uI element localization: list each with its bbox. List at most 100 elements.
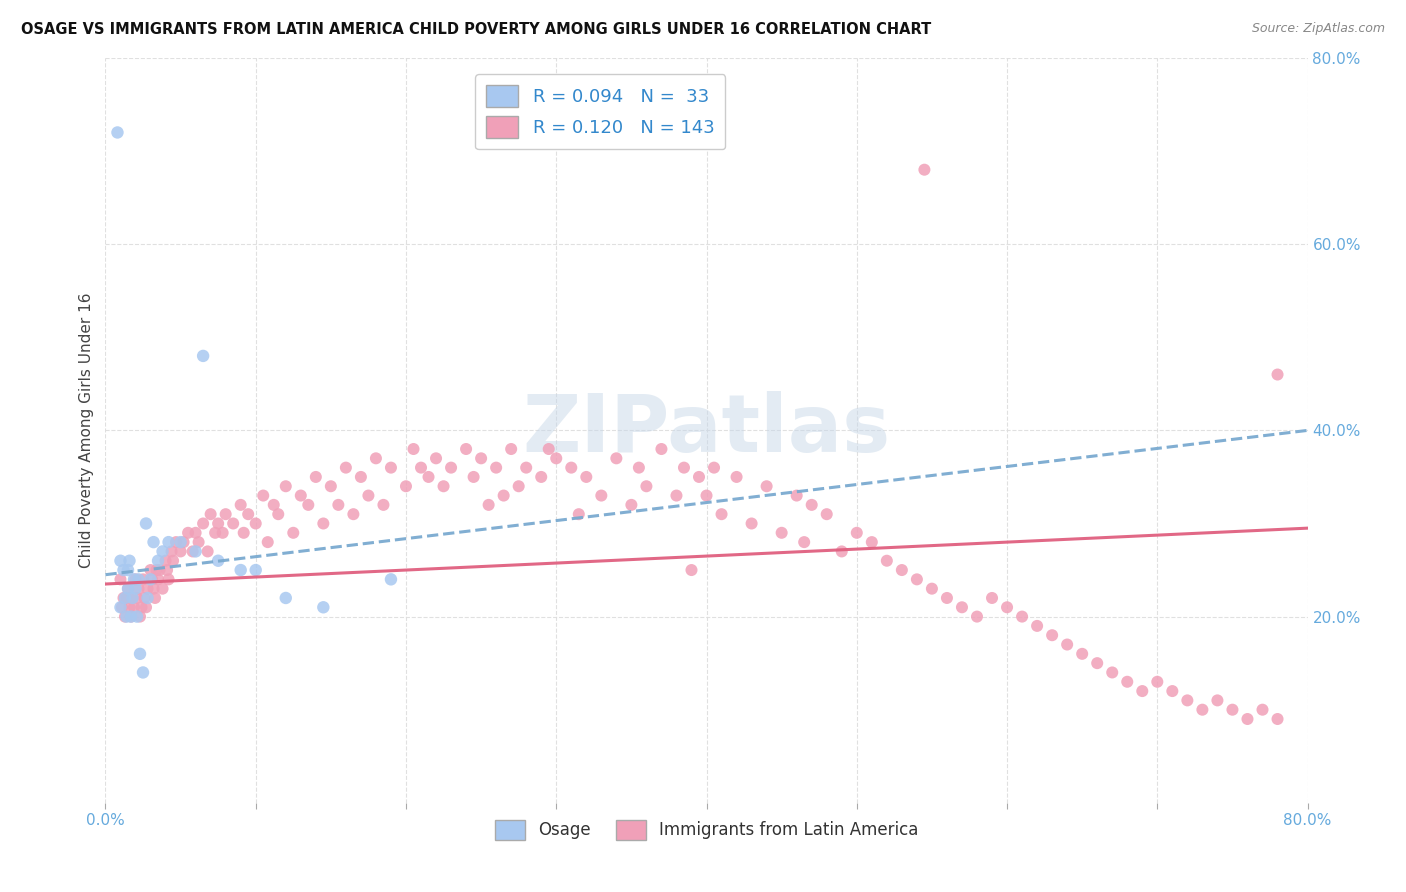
Point [122, 600, 145, 615]
Point [152, 582, 174, 596]
Point [425, 451, 447, 466]
Point [132, 573, 155, 587]
Point [191, 349, 214, 363]
Point [148, 563, 170, 577]
Point [515, 460, 537, 475]
Point [214, 507, 236, 521]
Point [1267, 368, 1289, 382]
Point [440, 460, 463, 475]
Point [145, 563, 167, 577]
Point [770, 525, 793, 540]
Point [470, 451, 492, 466]
Point [181, 544, 204, 558]
Point [1175, 693, 1198, 707]
Point [1085, 656, 1108, 670]
Point [124, 573, 146, 587]
Point [501, 442, 523, 456]
Point [128, 573, 150, 587]
Point [530, 470, 553, 484]
Point [139, 573, 162, 587]
Point [1101, 665, 1123, 680]
Point [136, 591, 159, 605]
Point [364, 451, 387, 466]
Point [245, 563, 267, 577]
Point [672, 460, 695, 475]
Point [256, 535, 278, 549]
Point [373, 498, 395, 512]
Point [1161, 684, 1184, 698]
Point [157, 535, 180, 549]
Point [1222, 703, 1244, 717]
Point [267, 507, 290, 521]
Point [1040, 628, 1063, 642]
Point [357, 489, 380, 503]
Point [605, 451, 627, 466]
Point [1071, 647, 1094, 661]
Point [1130, 684, 1153, 698]
Point [537, 442, 560, 456]
Point [118, 600, 141, 615]
Point [815, 507, 838, 521]
Point [1206, 693, 1229, 707]
Point [650, 442, 672, 456]
Point [197, 544, 219, 558]
Point [107, 126, 129, 140]
Point [432, 479, 454, 493]
Point [131, 600, 153, 615]
Point [912, 162, 935, 177]
Point [129, 647, 152, 661]
Point [981, 591, 1004, 605]
Point [136, 582, 159, 596]
Point [1251, 703, 1274, 717]
Point [132, 665, 155, 680]
Point [283, 525, 305, 540]
Point [546, 451, 568, 466]
Point [1026, 619, 1049, 633]
Point [110, 600, 132, 615]
Point [831, 544, 853, 558]
Point [165, 535, 187, 549]
Point [591, 489, 613, 503]
Point [117, 563, 139, 577]
Point [620, 498, 643, 512]
Point [1056, 638, 1078, 652]
Point [876, 554, 898, 568]
Point [725, 470, 748, 484]
Point [115, 609, 138, 624]
Point [312, 600, 335, 615]
Point [418, 470, 440, 484]
Point [204, 525, 226, 540]
Point [305, 470, 328, 484]
Point [114, 591, 136, 605]
Point [335, 460, 357, 475]
Point [122, 573, 145, 587]
Point [845, 525, 868, 540]
Point [142, 582, 165, 596]
Point [350, 470, 373, 484]
Point [681, 563, 703, 577]
Point [696, 489, 718, 503]
Point [627, 460, 650, 475]
Point [492, 489, 515, 503]
Text: Source: ZipAtlas.com: Source: ZipAtlas.com [1251, 22, 1385, 36]
Point [508, 479, 530, 493]
Point [229, 563, 252, 577]
Point [229, 498, 252, 512]
Point [890, 563, 912, 577]
Point [200, 507, 222, 521]
Point [575, 470, 598, 484]
Point [111, 600, 134, 615]
Point [117, 582, 139, 596]
Point [454, 442, 477, 456]
Point [688, 470, 710, 484]
Point [177, 525, 200, 540]
Point [110, 554, 132, 568]
Point [184, 525, 207, 540]
Point [1191, 703, 1213, 717]
Point [139, 563, 162, 577]
Point [409, 460, 432, 475]
Point [114, 609, 136, 624]
Point [135, 600, 157, 615]
Point [786, 489, 808, 503]
Point [1267, 712, 1289, 726]
